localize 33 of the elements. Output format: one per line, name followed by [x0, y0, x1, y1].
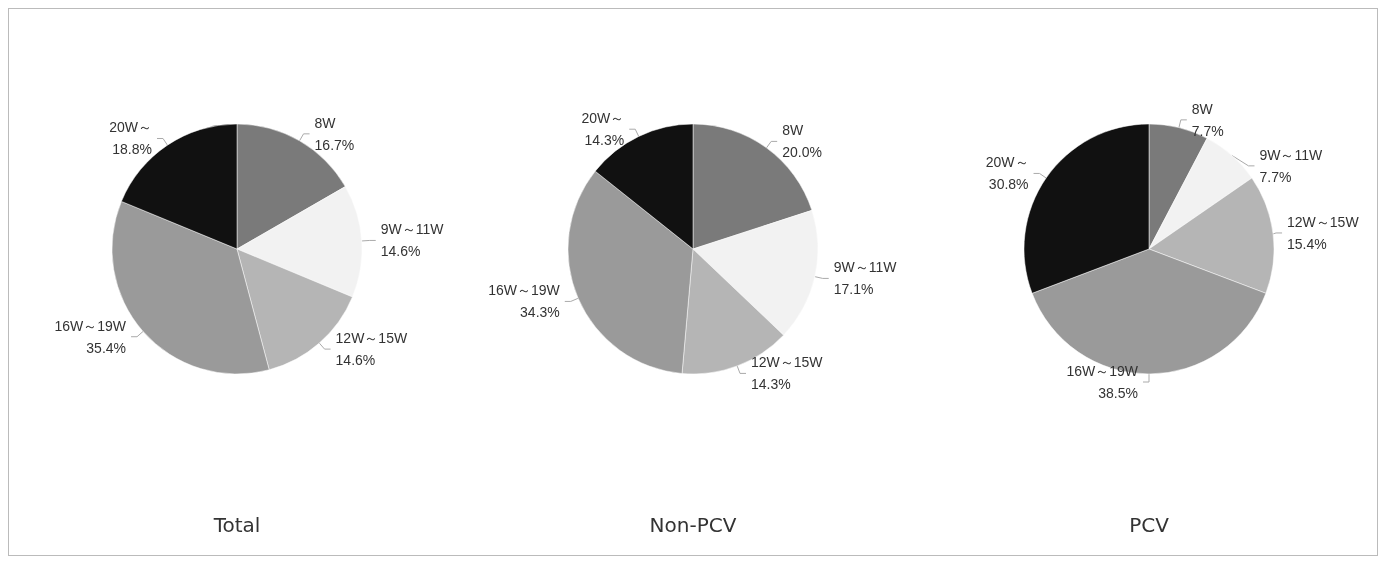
data-label: 35.4%: [86, 339, 127, 356]
slice-label: 8W: [1191, 100, 1214, 117]
data-label: 7.7%: [1191, 122, 1224, 139]
data-label: 34.3%: [520, 304, 560, 321]
slice-label: 8W: [782, 122, 804, 139]
text: Non-PCV: [649, 513, 737, 537]
slice-label: 12W～15W: [1287, 213, 1360, 230]
slice-label: 8W: [314, 114, 337, 131]
data-label: 15.4%: [1287, 235, 1327, 252]
data-label: 14.3%: [751, 376, 791, 393]
slice-label: 20W～: [985, 154, 1029, 171]
slice-label: 12W～15W: [335, 330, 408, 347]
data-label: 14.3%: [584, 132, 625, 149]
data-label: 17.1%: [833, 281, 874, 298]
slice-label: 20W～: [109, 119, 152, 136]
data-label: 16.7%: [314, 136, 355, 153]
slice-label: 16W～19W: [488, 282, 561, 299]
slice-label: 9W～11W: [1259, 146, 1324, 163]
data-label: 14.6%: [380, 243, 421, 260]
data-label: 7.7%: [1259, 168, 1292, 185]
slice-label: 9W～11W: [380, 221, 445, 238]
data-label: 18.8%: [112, 141, 152, 158]
data-label: 20.0%: [782, 144, 822, 161]
data-label: 38.5%: [1098, 385, 1138, 401]
slice-label: 20W～: [581, 110, 625, 127]
data-label: 14.6%: [335, 352, 376, 369]
slice-label: 16W～19W: [54, 317, 127, 334]
text: Total: [212, 513, 261, 537]
slice-label: 16W～19W: [1066, 363, 1139, 379]
slice-label: 12W～15W: [751, 354, 824, 371]
data-label: 30.8%: [988, 176, 1029, 193]
slice-label: 9W～11W: [833, 259, 898, 276]
text: PCV: [1129, 513, 1170, 537]
